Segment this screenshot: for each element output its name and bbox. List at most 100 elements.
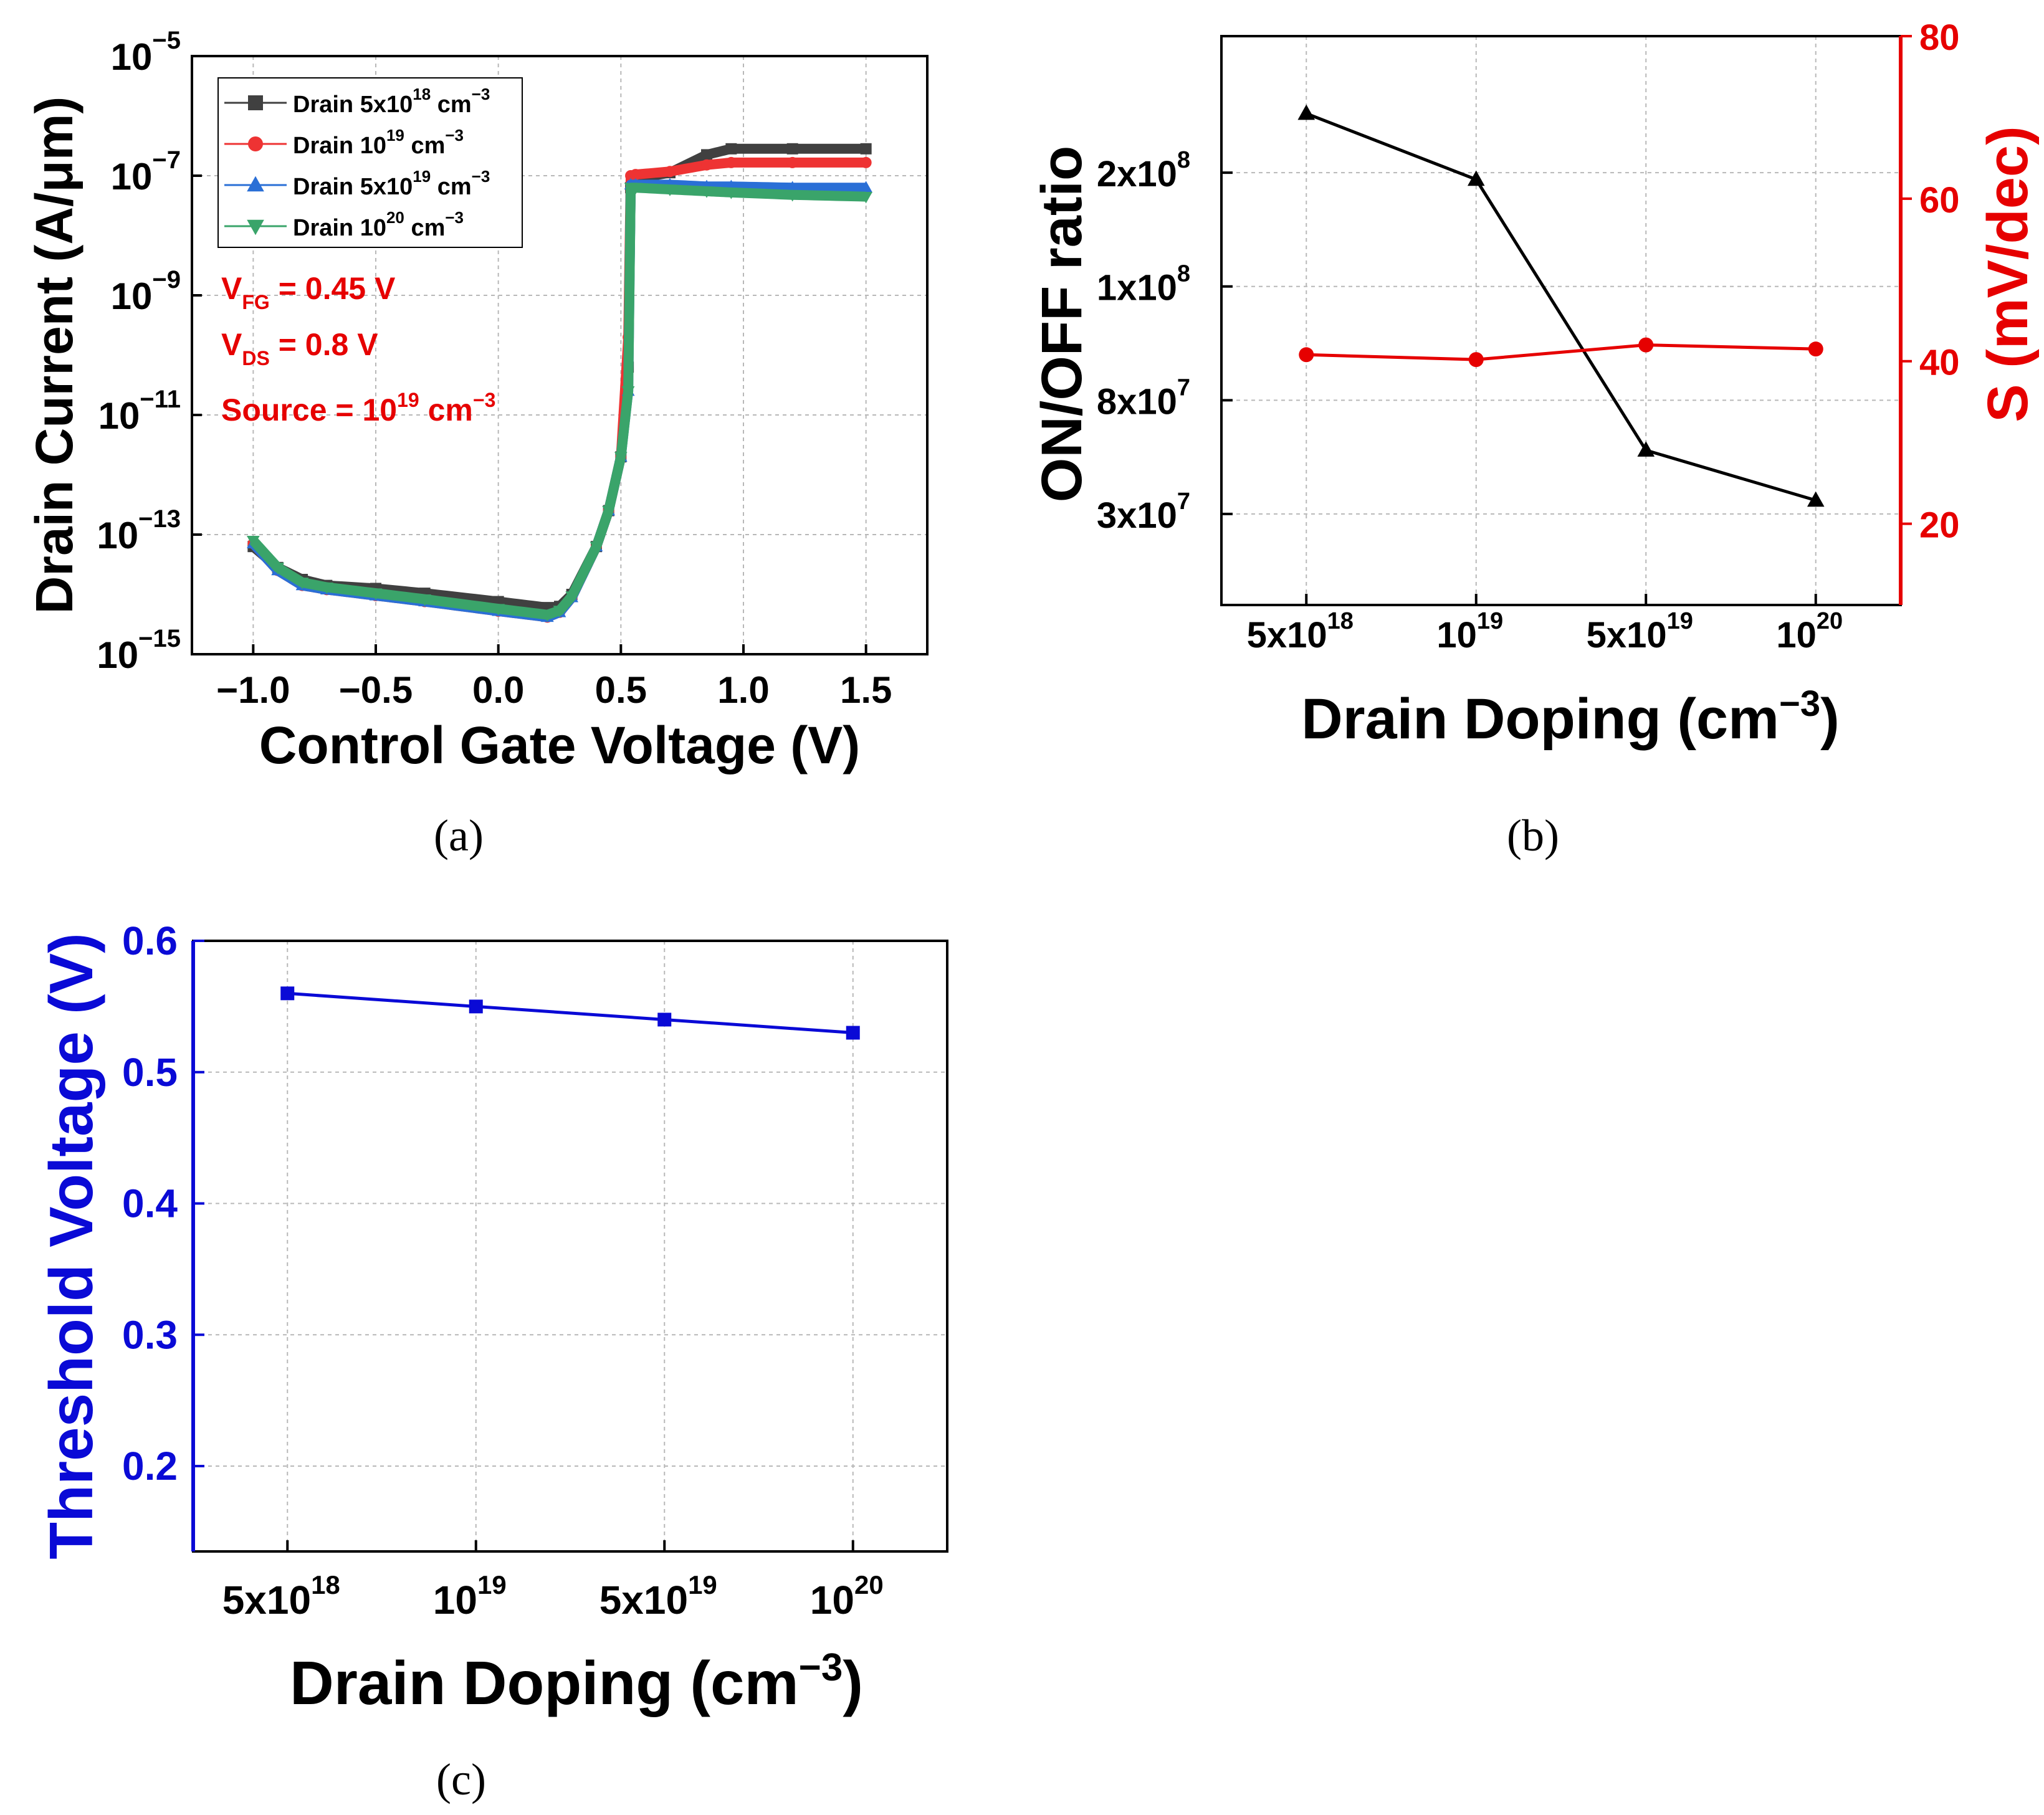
legend-label: Drain 5x1019 cm−3 <box>293 167 490 200</box>
y-tick-label: 8x107 <box>1097 374 1190 422</box>
legend: Drain 5x1018 cm−3 Drain 1019 cm−3 Drain 5x… <box>217 77 523 248</box>
data-point <box>663 184 677 196</box>
data-point <box>860 143 872 155</box>
data-point <box>700 186 714 198</box>
y-tick-label: 0.4 <box>122 1181 178 1226</box>
x-tick-label: 0.5 <box>595 669 647 711</box>
data-point <box>469 999 483 1014</box>
annotation-text: Source = 1019 cm−3 <box>221 389 495 427</box>
caption-c: (c) <box>436 1755 486 1804</box>
data-point <box>1637 441 1655 457</box>
series-line <box>1306 112 1817 502</box>
data-point <box>629 183 642 194</box>
annotation-text: VFG = 0.45 V <box>221 271 396 313</box>
caption-a: (a) <box>434 811 484 860</box>
panel-b: 5x1018 1019 5x1019 1020 2x108 1x108 8x107 3x10… <box>1030 17 2040 860</box>
data-point <box>860 156 872 168</box>
legend-marker <box>247 219 264 236</box>
y-tick-label: 10−13 <box>97 505 181 556</box>
data-point <box>540 609 554 622</box>
y-tick-label: 10−11 <box>98 386 181 437</box>
x-tick-label: 5x1019 <box>599 1570 717 1622</box>
data-point <box>629 169 641 181</box>
caption-b: (b) <box>1507 811 1559 860</box>
data-point <box>602 505 616 518</box>
data-point <box>724 188 738 199</box>
y-axis-label: Drain Current (A/μm) <box>25 97 84 614</box>
data-point <box>859 181 873 193</box>
x-tick-label: −1.0 <box>216 669 290 711</box>
data-point <box>369 588 383 600</box>
data-point <box>786 156 798 168</box>
panel-a: −1.0 −0.5 0.0 0.5 1.0 1.5 10−5 10−7 10−9 10−11 10… <box>25 27 929 860</box>
data-point <box>614 452 628 464</box>
data-point <box>320 582 333 594</box>
x-tick-label: 1019 <box>1436 608 1503 655</box>
data-point <box>492 604 505 616</box>
x-tick-label: 1020 <box>1776 608 1843 655</box>
x-tick-label: 5x1018 <box>1247 608 1354 655</box>
x-axis-label: Drain Doping (cm−3) <box>290 1646 863 1717</box>
data-point <box>664 166 676 178</box>
y-tick-label: 10−7 <box>111 146 181 198</box>
legend-marker <box>248 95 263 110</box>
x-tick-label: 1.5 <box>840 669 892 711</box>
x-tick-label: 0.0 <box>472 669 524 711</box>
data-point <box>271 563 285 574</box>
data-point <box>1807 491 1825 507</box>
legend-label: Drain 1020 cm−3 <box>293 208 464 241</box>
data-point <box>280 986 295 1001</box>
data-point <box>1299 347 1314 363</box>
y2-tick-label: 60 <box>1919 180 1960 221</box>
panel-c: 5x1018 1019 5x1019 1020 0.6 0.5 0.4 0.3 0.2 Dra… <box>37 918 948 1804</box>
series-line <box>287 991 853 1035</box>
x-axis-label: Drain Doping (cm−3) <box>1301 684 1839 751</box>
x-tick-label: 1020 <box>810 1570 884 1622</box>
y2-tick-label: 40 <box>1919 343 1960 383</box>
y-tick-label: 10−15 <box>97 625 181 676</box>
data-point <box>725 143 737 155</box>
data-point <box>590 541 603 553</box>
data-point <box>786 190 800 202</box>
data-point <box>565 591 579 603</box>
x-tick-label: 1019 <box>433 1570 507 1622</box>
y-tick-label: 0.6 <box>122 918 178 963</box>
y-tick-label: 0.2 <box>122 1444 178 1489</box>
data-point <box>621 386 635 398</box>
data-point <box>418 594 432 606</box>
y-axis-label: ON/OFF ratio <box>1030 146 1094 502</box>
data-point <box>1467 170 1485 186</box>
y-tick-label: 10−9 <box>111 266 181 317</box>
data-point <box>1808 341 1823 357</box>
data-point <box>295 578 309 589</box>
data-point <box>1638 337 1654 353</box>
annotation-text: VDS = 0.8 V <box>221 327 378 369</box>
x-tick-label: 5x1019 <box>1587 608 1693 655</box>
data-point <box>846 1026 860 1040</box>
y2-tick-label: 20 <box>1919 505 1960 546</box>
x-tick-label: −0.5 <box>339 669 413 711</box>
data-point <box>553 606 566 617</box>
data-point <box>1297 104 1316 120</box>
data-point <box>786 143 798 155</box>
legend-marker <box>248 136 263 151</box>
y2-axis-label: S (mV/dec) <box>1976 126 2040 422</box>
y-tick-label: 0.5 <box>122 1050 178 1095</box>
y-tick-label: 10−5 <box>111 27 181 78</box>
data-point <box>1468 352 1484 368</box>
data-point <box>859 191 873 204</box>
data-point <box>246 535 260 548</box>
data-point <box>701 149 712 161</box>
y-axis-label: Threshold Voltage (V) <box>37 933 105 1559</box>
y-tick-label: 1x108 <box>1097 261 1190 308</box>
plot-frame <box>191 55 929 655</box>
data-point <box>657 1012 672 1027</box>
y2-tick-label: 80 <box>1919 17 1960 58</box>
x-tick-label: 1.0 <box>717 669 769 711</box>
legend-label: Drain 5x1018 cm−3 <box>293 85 490 118</box>
data-point <box>786 181 800 193</box>
y-tick-label: 2x108 <box>1097 147 1190 194</box>
x-tick-label: 5x1018 <box>222 1570 340 1622</box>
legend-marker <box>247 176 264 192</box>
